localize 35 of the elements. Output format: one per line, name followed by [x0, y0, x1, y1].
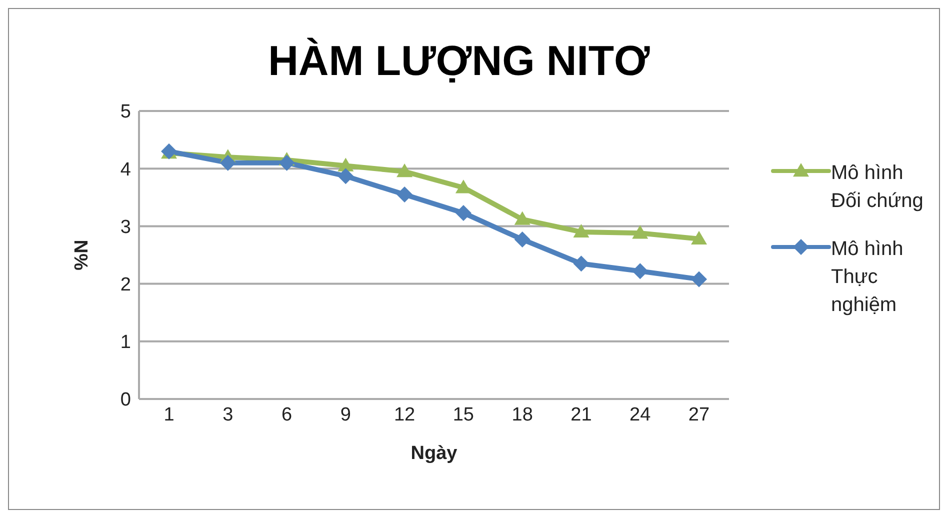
point: [278, 154, 295, 171]
x-tick-label: 6: [281, 404, 292, 426]
x-tick-label: 3: [222, 404, 234, 426]
y-axis-title: %N: [72, 240, 93, 270]
x-tick-label: 9: [340, 404, 351, 426]
point: [396, 163, 413, 178]
point: [691, 230, 707, 244]
legend-label: Mô hình Đối chứng: [831, 161, 924, 214]
x-tick-label: 21: [570, 404, 592, 426]
point: [632, 225, 648, 239]
point: [338, 168, 354, 184]
point: [573, 256, 590, 272]
x-tick-label: 12: [394, 404, 416, 426]
y-tick-label: 0: [120, 390, 131, 411]
y-tick-label: 1: [120, 332, 131, 354]
y-tick-label: 4: [120, 159, 132, 180]
y-tick-label: 2: [120, 274, 131, 296]
point: [691, 271, 707, 288]
x-tick-label: 24: [630, 404, 652, 426]
x-tick-label: 18: [512, 404, 533, 426]
x-tick-label: 27: [688, 404, 710, 426]
chart-title: HÀM LƯỢNG NITƠ: [267, 37, 651, 85]
y-tick-label: 3: [120, 216, 131, 238]
x-tick-label: 15: [452, 404, 474, 426]
legend-label: Mô hình Thực nghiệm: [831, 237, 904, 318]
point: [455, 204, 472, 221]
point: [514, 231, 530, 248]
y-tick-label: 5: [120, 102, 131, 123]
point: [396, 186, 413, 203]
point: [573, 224, 590, 238]
point: [220, 154, 236, 171]
x-tick-label: 1: [164, 404, 174, 426]
point: [514, 211, 530, 225]
x-axis-title: Ngày: [410, 443, 458, 464]
point: [632, 263, 648, 280]
